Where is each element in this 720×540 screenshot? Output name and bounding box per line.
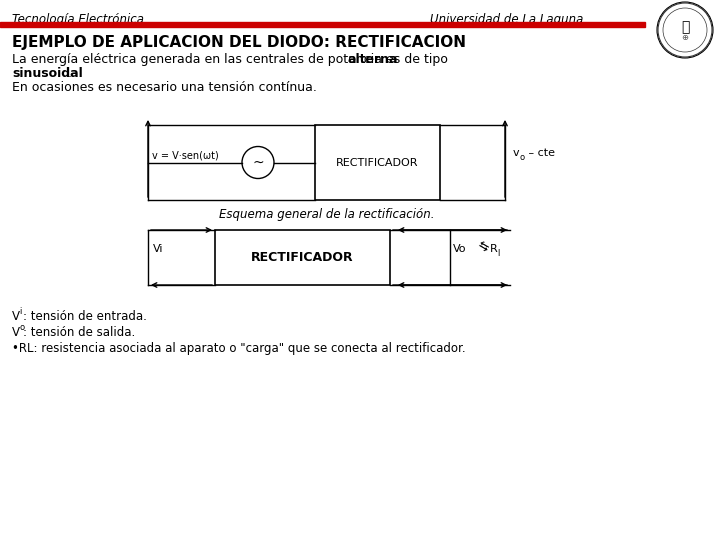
Text: •RL: resistencia asociada al aparato o "carga" que se conecta al rectificador.: •RL: resistencia asociada al aparato o "…	[12, 342, 466, 355]
Bar	[215, 230, 390, 285]
Text: v: v	[513, 148, 520, 159]
Text: EJEMPLO DE APLICACION DEL DIODO: RECTIFICACION: EJEMPLO DE APLICACION DEL DIODO: RECTIFI…	[12, 35, 466, 50]
Text: l: l	[497, 248, 500, 258]
Text: o: o	[19, 323, 24, 332]
Text: : tensión de salida.: : tensión de salida.	[23, 326, 135, 339]
Text: v = V·sen(ωt): v = V·sen(ωt)	[152, 151, 219, 160]
Text: – cte: – cte	[525, 148, 555, 159]
Bar	[0, 22, 645, 27]
Text: .: .	[68, 67, 72, 80]
Text: : tensión de entrada.: : tensión de entrada.	[23, 310, 147, 323]
Text: o: o	[519, 152, 524, 161]
Text: sinusoidal: sinusoidal	[12, 67, 83, 80]
Text: En ocasiones es necesario una tensión contínua.: En ocasiones es necesario una tensión co…	[12, 81, 317, 94]
Bar	[315, 125, 440, 200]
Text: ⊕: ⊕	[682, 33, 688, 43]
Text: Vo: Vo	[453, 245, 467, 254]
Text: Esquema general de la rectificación.: Esquema general de la rectificación.	[219, 208, 434, 221]
Text: V: V	[12, 310, 20, 323]
Text: Tecnología Electrónica: Tecnología Electrónica	[12, 13, 144, 26]
Text: R: R	[490, 245, 498, 254]
Text: alterna: alterna	[347, 53, 397, 66]
Text: RECTIFICADOR: RECTIFICADOR	[336, 158, 419, 167]
Text: ⇆: ⇆	[475, 238, 490, 254]
Text: 🏛: 🏛	[681, 20, 689, 34]
Text: Universidad de La Laguna: Universidad de La Laguna	[430, 13, 583, 26]
Text: Vi: Vi	[153, 245, 163, 254]
Text: ~: ~	[252, 156, 264, 170]
Text: La energía eléctrica generada en las centrales de potencia es de tipo: La energía eléctrica generada en las cen…	[12, 53, 452, 66]
Circle shape	[657, 2, 713, 58]
Text: i: i	[19, 307, 22, 316]
Text: RECTIFICADOR: RECTIFICADOR	[251, 251, 354, 264]
Text: V: V	[12, 326, 20, 339]
